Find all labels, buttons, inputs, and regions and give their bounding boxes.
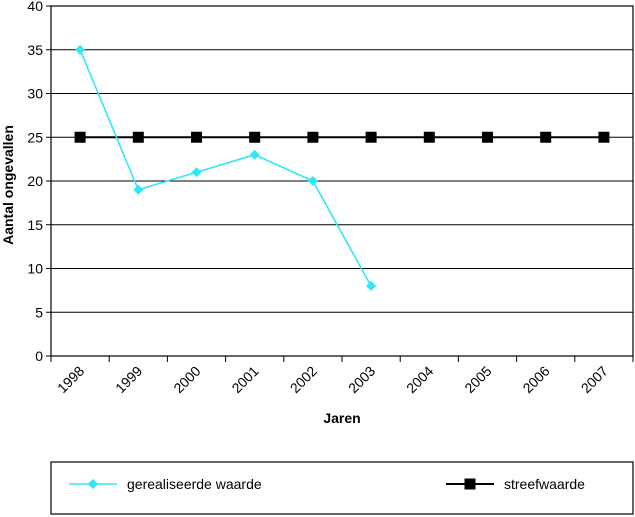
- data-point-streefwaarde: [74, 131, 86, 143]
- x-tick-label: 1999: [112, 363, 145, 396]
- y-tick-label: 0: [35, 348, 43, 364]
- legend-marker-gerealiseerde-waarde: [88, 479, 98, 489]
- x-tick-label: 2004: [403, 363, 436, 396]
- x-axis-title: Jaren: [323, 410, 360, 426]
- data-point-streefwaarde: [132, 131, 144, 143]
- data-point-streefwaarde: [307, 131, 319, 143]
- series-line-gerealiseerde-waarde: [79, 49, 372, 287]
- data-point-gerealiseerde-waarde: [307, 176, 318, 186]
- y-tick-label: 10: [27, 261, 43, 277]
- y-tick-label: 5: [35, 304, 43, 320]
- data-point-gerealiseerde-waarde: [75, 44, 86, 55]
- x-tick-label: 2007: [578, 363, 611, 396]
- data-point-streefwaarde: [365, 131, 377, 143]
- data-point-streefwaarde: [540, 131, 552, 143]
- series-streefwaarde: [74, 131, 610, 143]
- series-layer: [74, 44, 610, 291]
- legend-label-gerealiseerde-waarde: gerealiseerde waarde: [127, 476, 262, 492]
- gridlines: [51, 49, 633, 313]
- y-axis-title: Aantal ongevallen: [0, 125, 16, 245]
- x-axis-ticks: 1998 1999 2000 2001 2002 2003 2004 2005 2006 2007: [50, 356, 634, 396]
- y-tick-label: 35: [27, 42, 43, 58]
- data-point-streefwaarde: [423, 131, 435, 143]
- y-tick-label: 15: [27, 217, 43, 233]
- data-point-gerealiseerde-waarde: [133, 184, 144, 195]
- y-tick-label: 30: [27, 86, 43, 102]
- legend-marker-streefwaarde: [464, 478, 476, 490]
- x-tick-label: 2002: [287, 363, 320, 396]
- legend-box: [50, 461, 634, 515]
- data-point-streefwaarde: [598, 131, 610, 143]
- x-tick-label: 2006: [519, 363, 552, 396]
- y-tick-label: 25: [27, 129, 43, 145]
- x-tick-label: 2000: [170, 363, 203, 396]
- x-tick-label: 2001: [228, 363, 261, 396]
- x-tick-label: 2005: [461, 363, 494, 396]
- x-tick-label: 2003: [345, 363, 378, 396]
- data-point-gerealiseerde-waarde: [249, 149, 260, 160]
- data-point-streefwaarde: [482, 131, 493, 143]
- data-point-gerealiseerde-waarde: [366, 281, 377, 291]
- legend: gerealiseerde waarde streefwaarde: [50, 461, 634, 515]
- legend-label-streefwaarde: streefwaarde: [504, 476, 585, 492]
- series-gerealiseerde-waarde: [75, 44, 377, 291]
- y-tick-label: 40: [27, 0, 43, 14]
- y-axis-ticks: 0 5 10 15 20 25 30 35 40: [27, 0, 51, 364]
- data-point-streefwaarde: [191, 131, 202, 143]
- x-tick-label: 1998: [54, 363, 87, 396]
- data-point-gerealiseerde-waarde: [191, 167, 202, 178]
- y-tick-label: 20: [27, 173, 43, 189]
- data-point-streefwaarde: [249, 131, 261, 143]
